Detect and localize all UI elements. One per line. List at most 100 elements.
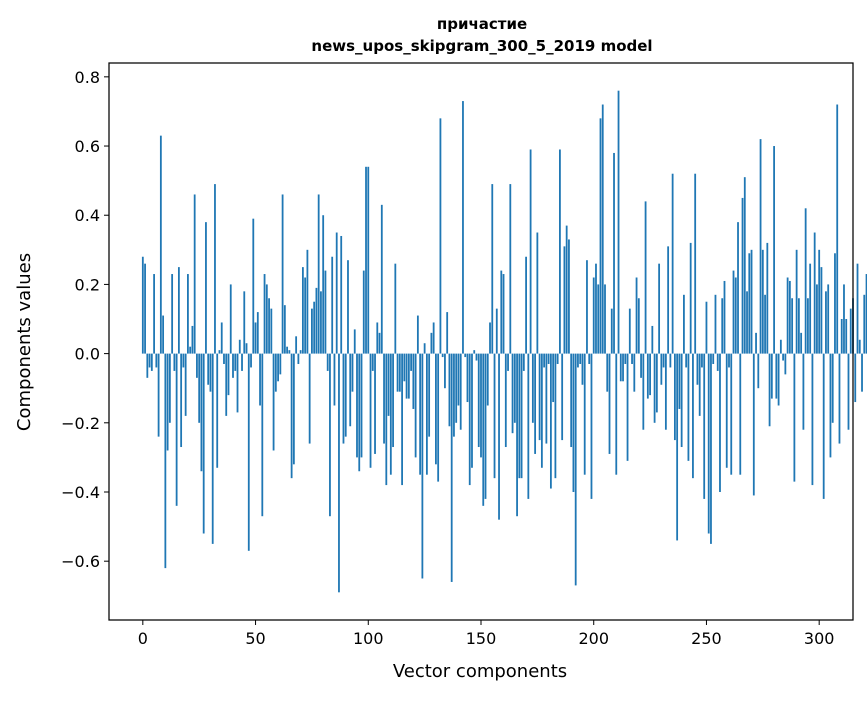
bar [597,284,600,354]
y-tick-label: −0.6 [61,552,100,571]
bar [782,353,785,361]
x-tick-label: 200 [578,629,609,648]
bar [180,353,183,448]
bar [685,353,688,368]
bar [637,298,640,354]
bar [272,353,275,451]
bar [737,222,739,354]
bar [468,353,471,486]
bar [189,346,192,354]
bar [696,353,699,385]
bar [196,353,198,378]
bar [486,353,489,406]
bar [331,256,334,354]
bar [412,353,415,409]
bar [342,353,345,444]
bar [640,353,642,378]
bar [568,239,570,354]
bar [444,353,446,389]
bar [349,353,352,427]
bar [624,353,627,364]
bar [218,350,221,354]
bar [317,194,320,354]
bar [306,249,309,354]
bar [649,353,651,396]
bar [795,249,798,354]
x-axis-ticks: 0 50 100 150 200 250 300 [138,620,835,648]
bar [644,201,647,354]
bar [552,353,555,403]
bar [549,353,552,489]
bar [441,353,444,358]
bar [770,353,773,399]
bar [761,249,764,354]
bar [220,322,223,354]
bar [403,353,406,382]
bar [563,246,566,354]
bar [356,353,358,458]
bar [200,353,203,472]
bar [822,353,825,499]
bar [148,353,151,368]
bar [234,353,237,371]
x-tick-label: 50 [245,629,265,648]
bar [834,253,836,354]
y-tick-label: −0.2 [61,414,100,433]
bar [547,353,550,364]
bar [491,184,494,354]
bar [595,263,597,354]
bar [750,249,753,354]
bar [229,284,232,354]
bar [155,353,158,368]
bar [432,322,435,354]
bar [455,353,458,423]
bar [401,353,403,486]
bar [741,197,744,354]
bar [227,353,230,396]
bar [223,353,225,364]
bar [353,329,356,354]
bar [308,353,311,444]
bar [211,353,214,544]
bar [511,353,514,434]
bar [371,353,374,371]
bar [453,353,455,437]
bar [380,204,383,354]
bar [216,353,219,468]
bar [570,353,573,448]
y-axis-label: Components values [14,253,35,431]
bar [457,353,460,406]
bar [475,353,478,361]
bar [849,308,852,354]
bar [347,260,349,354]
bar [439,118,442,354]
bar [322,215,325,354]
x-tick-label: 300 [804,629,835,648]
bar [561,353,564,441]
bar [854,353,857,403]
bar [788,280,791,354]
bar [527,353,530,499]
bar [205,222,207,354]
bar [829,353,832,458]
bar [635,277,638,354]
bar [529,149,532,354]
bar [662,353,665,368]
bar [865,274,867,354]
bar [723,280,726,354]
bar [739,353,742,475]
bar [146,353,149,378]
bar [820,267,823,354]
bar [437,353,440,482]
bar [712,353,715,364]
bar [383,353,385,444]
bar [518,353,521,479]
bar [448,353,451,427]
bar [351,353,354,392]
bar [574,353,577,586]
bar [480,353,482,458]
bar [797,298,800,354]
bar [617,90,620,354]
bar [423,343,426,354]
